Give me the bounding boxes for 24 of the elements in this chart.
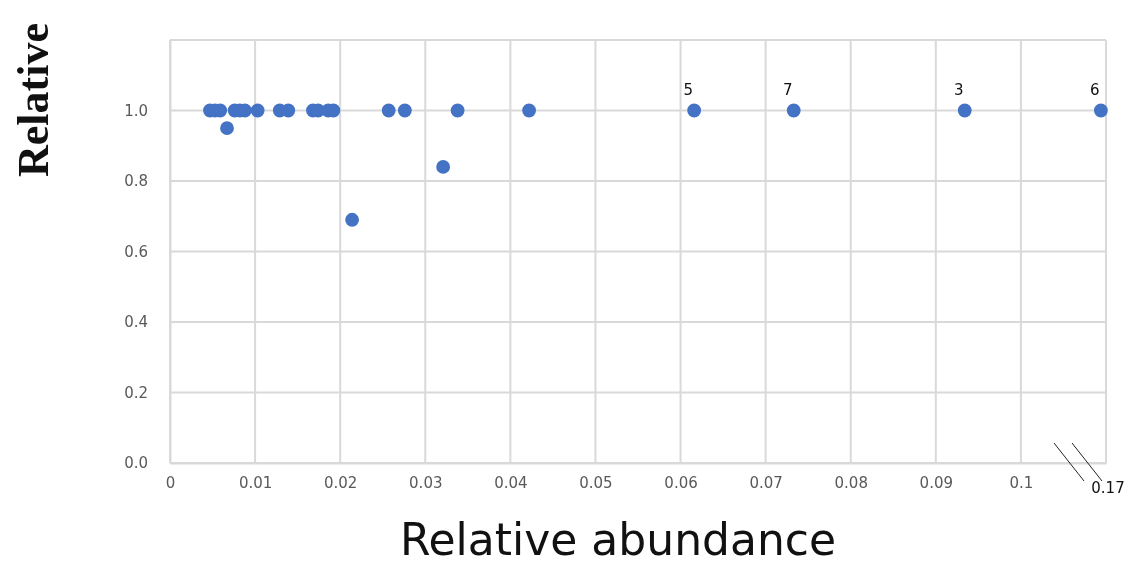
x-tick-label: 0.05 (579, 473, 613, 492)
x-axis-title: Relative abundance (399, 514, 837, 565)
text: 0.17 (1091, 479, 1125, 497)
x-tick-label: 0.09 (919, 473, 954, 492)
y-tick-label: 0.2 (124, 383, 148, 402)
annotation: 7 (782, 80, 793, 99)
x-tick-label: 0.1 (1009, 473, 1034, 492)
y-axis-title: Relative (9, 23, 58, 177)
y-tick-label: 1.0 (124, 101, 148, 120)
y-tick-label: 0.0 (124, 454, 148, 473)
y-tick-label: 0.4 (124, 313, 148, 332)
y-tick-label: 0.8 (124, 172, 148, 191)
x-tick-label: 0.06 (664, 473, 698, 492)
x-tick-label: 0.07 (749, 473, 783, 492)
annotation: 3 (953, 80, 964, 99)
annotation: 5 (683, 80, 693, 99)
x-tick-label: 0.01 (238, 473, 273, 492)
annotation: 6 (1090, 80, 1100, 99)
x-tick-label: 0 (165, 473, 176, 492)
x-tick-label: 0.08 (834, 473, 868, 492)
x-tick-label: 0.04 (494, 473, 528, 492)
x-tick-label: 0.02 (323, 473, 358, 492)
x-tick-label: 0.03 (409, 473, 443, 492)
y-tick-label: 0.6 (124, 242, 148, 261)
